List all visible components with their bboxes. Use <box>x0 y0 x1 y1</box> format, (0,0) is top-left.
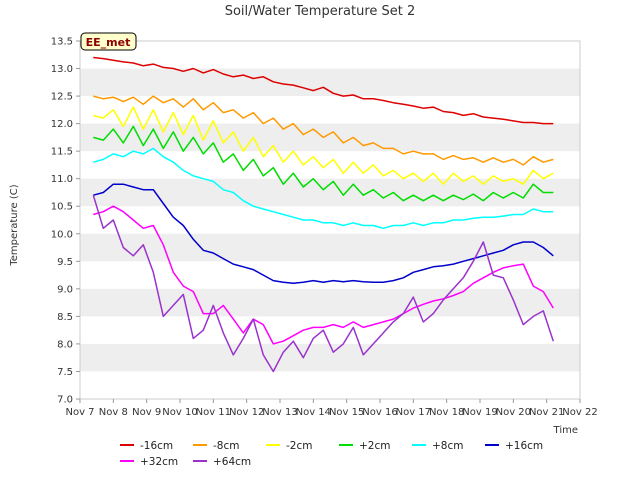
y-tick-label: 11.0 <box>51 174 73 185</box>
x-tick-label: Nov 15 <box>329 407 364 418</box>
station-badge: EE_met <box>80 32 137 51</box>
y-tick-label: 9.0 <box>57 284 73 295</box>
series-line--8cm <box>93 95 554 166</box>
grid-band <box>80 288 580 317</box>
x-tick-label: Nov 21 <box>529 407 564 418</box>
grid-band <box>80 233 580 262</box>
series-line-+2cm <box>93 125 554 202</box>
legend-label: -16cm <box>140 440 173 452</box>
series-line--2cm <box>93 106 554 185</box>
x-tick-label: Nov 19 <box>462 407 497 418</box>
y-tick-label: 7.0 <box>57 395 73 406</box>
y-axis: 7.0 7.5 8.0 8.5 9.0 9.5 10.0 10.5 11.0 11.5 12.0 12… <box>51 37 80 406</box>
legend-item-+2cm: +2cm <box>339 440 390 452</box>
legend-item--8cm: -8cm <box>193 440 239 452</box>
x-axis-title: Time <box>553 425 578 436</box>
legend-label: +32cm <box>140 456 178 468</box>
legend-label: +16cm <box>505 440 543 452</box>
y-tick-label: 8.0 <box>57 339 73 350</box>
series-lines <box>92 56 555 373</box>
x-tick-label: Nov 18 <box>429 407 464 418</box>
y-tick-label: 7.5 <box>57 367 73 378</box>
x-tick-label: Nov 16 <box>362 407 397 418</box>
x-tick-label: Nov 22 <box>562 407 597 418</box>
y-tick-label: 10.5 <box>51 202 73 213</box>
x-tick-label: Nov 8 <box>99 407 128 418</box>
x-tick-label: Nov 9 <box>132 407 161 418</box>
legend: -16cm -8cm -2cm +2cm +8cm +16cm +32cm +64cm <box>120 440 543 468</box>
series-line-+16cm <box>93 183 554 285</box>
grid-band <box>80 343 580 372</box>
y-tick-label: 12.5 <box>51 92 73 103</box>
series-line-+64cm <box>92 194 555 373</box>
chart-title: Soil/Water Temperature Set 2 <box>225 4 416 19</box>
y-tick-label: 9.5 <box>57 257 73 268</box>
series-line-+8cm <box>93 147 554 230</box>
y-tick-label: 13.0 <box>51 64 73 75</box>
y-tick-label: 13.5 <box>51 37 73 48</box>
y-tick-label: 11.5 <box>51 147 73 158</box>
legend-label: -2cm <box>286 440 312 452</box>
y-axis-title: Temperature (C) <box>9 184 20 266</box>
badge-label: EE_met <box>86 36 131 49</box>
series-line--16cm <box>93 56 554 125</box>
series-line-+32cm <box>93 205 554 345</box>
plot-area <box>79 40 581 400</box>
legend-item-+32cm: +32cm <box>120 456 178 468</box>
x-tick-label: Nov 12 <box>229 407 264 418</box>
legend-item--2cm: -2cm <box>266 440 312 452</box>
grid-band <box>80 123 580 152</box>
legend-item-+8cm: +8cm <box>412 440 463 452</box>
legend-label: -8cm <box>213 440 239 452</box>
x-tick-label: Nov 13 <box>262 407 297 418</box>
y-tick-label: 10.0 <box>51 229 73 240</box>
legend-item--16cm: -16cm <box>120 440 173 452</box>
y-tick-label: 12.0 <box>51 119 73 130</box>
x-tick-label: Nov 20 <box>496 407 531 418</box>
legend-label: +64cm <box>213 456 251 468</box>
legend-label: +2cm <box>359 440 390 452</box>
y-tick-label: 8.5 <box>57 312 73 323</box>
x-tick-label: Nov 11 <box>196 407 231 418</box>
legend-label: +8cm <box>432 440 463 452</box>
x-tick-label: Nov 14 <box>296 407 331 418</box>
x-tick-label: Nov 17 <box>396 407 431 418</box>
x-tick-label: Nov 10 <box>162 407 197 418</box>
legend-item-+64cm: +64cm <box>193 456 251 468</box>
legend-item-+16cm: +16cm <box>485 440 543 452</box>
x-tick-label: Nov 7 <box>65 407 94 418</box>
